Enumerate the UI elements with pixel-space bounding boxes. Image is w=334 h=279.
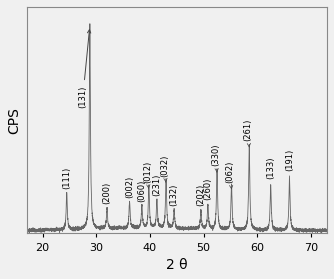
Text: (060): (060) [137,180,146,202]
Text: (132): (132) [170,184,179,206]
Text: (260): (260) [203,177,212,200]
Text: (062): (062) [225,161,234,189]
Text: (111): (111) [62,167,71,189]
Text: (012): (012) [143,161,152,189]
Text: (133): (133) [266,157,275,179]
X-axis label: 2 θ: 2 θ [166,258,188,272]
Text: (261): (261) [243,119,252,147]
Text: (032): (032) [160,155,169,182]
Text: (131): (131) [78,30,91,108]
Text: (200): (200) [103,182,112,204]
Y-axis label: CPS: CPS [7,107,21,134]
Text: (202): (202) [196,184,205,206]
Text: (191): (191) [285,148,294,170]
Text: (231): (231) [152,173,161,196]
Text: (002): (002) [125,175,134,198]
Text: (330): (330) [211,144,220,172]
